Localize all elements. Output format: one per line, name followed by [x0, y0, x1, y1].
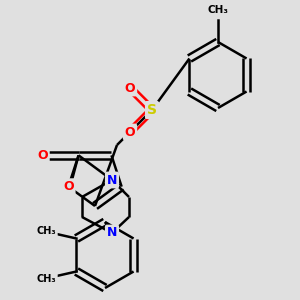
Text: O: O — [125, 125, 135, 139]
Text: O: O — [125, 82, 135, 94]
Text: N: N — [107, 226, 117, 239]
Text: CH₃: CH₃ — [37, 274, 56, 284]
Text: CH₃: CH₃ — [208, 5, 229, 15]
Text: S: S — [147, 103, 157, 117]
Text: N: N — [107, 173, 117, 187]
Text: O: O — [37, 149, 48, 162]
Text: O: O — [63, 180, 74, 193]
Text: CH₃: CH₃ — [37, 226, 56, 236]
